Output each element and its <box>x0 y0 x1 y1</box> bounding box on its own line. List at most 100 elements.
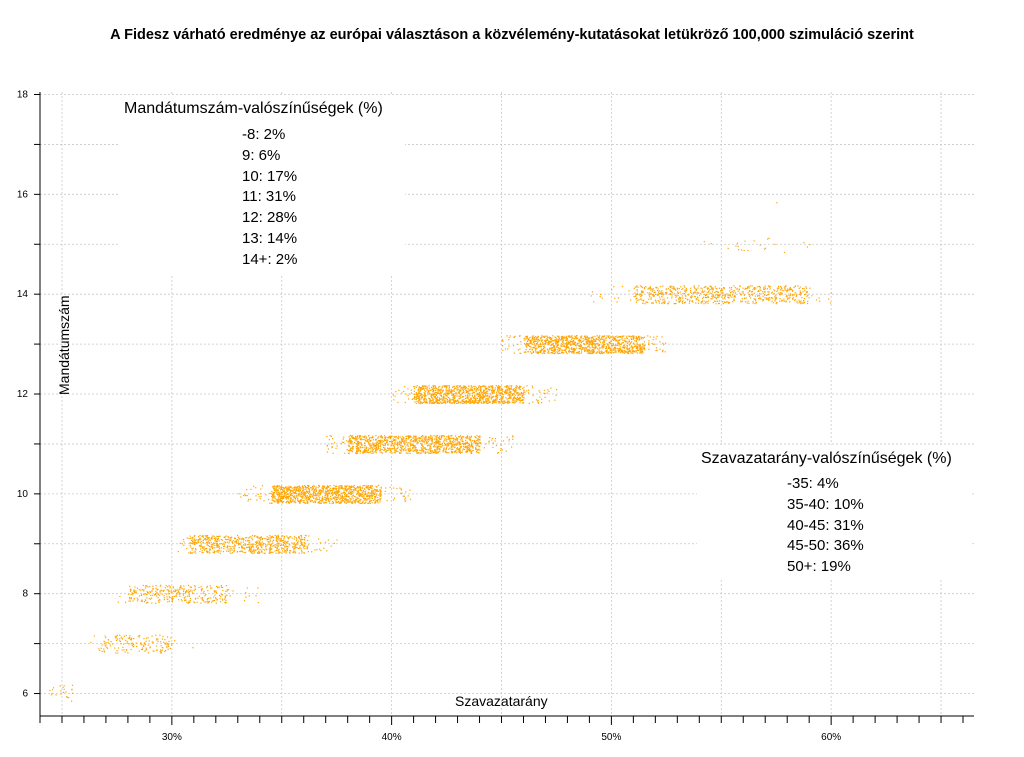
sim-point <box>129 585 131 587</box>
sim-point <box>425 398 427 400</box>
sim-point <box>518 399 520 401</box>
sim-point <box>105 644 107 646</box>
sim-point <box>419 393 422 395</box>
sim-point <box>430 443 432 445</box>
sim-point <box>262 545 264 547</box>
sim-point <box>327 486 329 488</box>
sim-point <box>569 348 571 350</box>
sim-point <box>379 495 381 497</box>
sim-point <box>661 336 663 338</box>
sim-point <box>359 493 361 495</box>
sim-point <box>453 395 455 397</box>
sim-point <box>573 337 575 339</box>
sim-point <box>358 493 360 495</box>
sim-point <box>240 541 242 543</box>
sim-point <box>505 387 508 389</box>
sim-point <box>315 498 317 500</box>
sim-point <box>332 501 334 503</box>
sim-point <box>427 449 430 451</box>
sim-point <box>241 545 243 548</box>
sim-point <box>488 389 490 391</box>
sim-point <box>603 352 605 354</box>
sim-point <box>575 344 577 346</box>
sim-point <box>129 598 131 600</box>
sim-point <box>319 493 321 495</box>
sim-point <box>368 439 370 441</box>
sim-point <box>369 451 371 453</box>
sim-point <box>459 397 461 400</box>
sim-point <box>294 486 296 488</box>
sim-point <box>397 438 400 440</box>
sim-point <box>471 397 473 399</box>
sim-point <box>294 487 296 489</box>
sim-point <box>394 443 396 445</box>
sim-point <box>323 547 325 549</box>
sim-point <box>453 393 455 396</box>
sim-point <box>478 401 480 403</box>
sim-point <box>359 485 361 487</box>
sim-point <box>275 552 277 554</box>
sim-point <box>480 388 482 390</box>
sim-point <box>213 542 215 544</box>
sim-point <box>440 395 442 397</box>
sim-point <box>280 486 282 488</box>
sim-point <box>475 442 477 444</box>
sim-point <box>320 550 322 552</box>
sim-point <box>510 395 512 397</box>
sim-point <box>431 402 433 405</box>
sim-point <box>383 449 385 451</box>
sim-point <box>403 450 405 452</box>
sim-point <box>210 587 212 589</box>
sim-point <box>282 501 284 503</box>
sim-point <box>464 448 466 451</box>
sim-point <box>281 544 283 546</box>
sim-point <box>259 539 262 541</box>
sim-point <box>199 550 201 553</box>
sim-point <box>422 450 425 452</box>
sim-point <box>296 494 298 497</box>
sim-point <box>141 644 143 646</box>
sim-point <box>342 496 344 498</box>
sim-point <box>518 388 520 390</box>
sim-point <box>212 599 214 602</box>
sim-point <box>283 501 285 503</box>
sim-point <box>280 488 282 490</box>
sim-point <box>517 395 519 397</box>
sim-point <box>324 492 326 494</box>
sim-point <box>447 392 450 394</box>
sim-point <box>289 497 291 499</box>
sim-point <box>261 539 263 541</box>
sim-point <box>478 440 480 442</box>
sim-point <box>189 597 192 600</box>
sim-point <box>436 450 438 452</box>
sim-point <box>366 496 369 498</box>
sim-point <box>373 445 375 447</box>
sim-point <box>241 551 243 553</box>
sim-point <box>178 593 180 595</box>
sim-point <box>403 440 406 442</box>
sim-point <box>510 388 512 390</box>
sim-point <box>507 400 509 402</box>
sim-point <box>636 352 639 354</box>
sim-point <box>300 541 302 543</box>
sim-point <box>387 443 389 445</box>
sim-point <box>335 490 337 492</box>
sim-point <box>264 549 266 551</box>
sim-point <box>159 649 162 651</box>
sim-point <box>275 540 277 542</box>
sim-point <box>478 436 480 438</box>
sim-point <box>423 392 425 394</box>
sim-point <box>450 446 452 448</box>
sim-point <box>465 400 468 403</box>
sim-point <box>186 537 188 539</box>
sim-point <box>140 643 142 645</box>
sim-point <box>193 540 195 542</box>
sim-point <box>300 499 302 501</box>
sim-point <box>256 540 258 542</box>
sim-point <box>375 493 377 495</box>
sim-point <box>289 501 291 503</box>
sim-point <box>375 438 377 441</box>
sim-point <box>537 402 540 404</box>
sim-point <box>286 542 288 544</box>
sim-point <box>507 398 509 400</box>
